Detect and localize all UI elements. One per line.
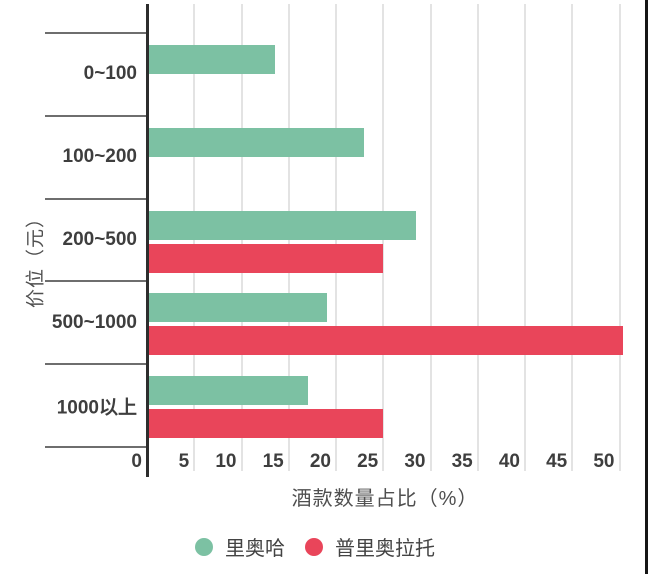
page-edge-border bbox=[645, 0, 648, 574]
gridline bbox=[571, 4, 574, 471]
rioja-bar bbox=[149, 293, 327, 322]
category-boundary-tick bbox=[45, 280, 147, 282]
legend-label: 里奥哈 bbox=[225, 538, 285, 560]
gridline bbox=[476, 4, 479, 471]
y-axis-line bbox=[146, 4, 149, 477]
x-tick-label: 5 bbox=[178, 451, 190, 472]
priorat-bar bbox=[149, 409, 383, 438]
category-boundary-tick bbox=[45, 198, 147, 200]
x-tick-label: 10 bbox=[215, 451, 237, 472]
x-tick-label: 30 bbox=[404, 451, 426, 472]
legend: 里奥哈 普里奥拉托 bbox=[0, 532, 630, 561]
category-label: 1000以上 bbox=[56, 397, 137, 419]
category-boundary-tick bbox=[45, 32, 147, 34]
category-label: 100~200 bbox=[62, 146, 138, 167]
priorat-legend-dot-icon bbox=[305, 537, 323, 556]
x-tick-label: 45 bbox=[546, 451, 568, 472]
x-tick-label: 35 bbox=[451, 451, 473, 472]
legend-item: 普里奥拉托 bbox=[305, 532, 435, 561]
x-tick-label: 20 bbox=[309, 451, 331, 472]
x-axis-title: 酒款数量占比（%） bbox=[291, 488, 479, 510]
category-boundary-tick bbox=[45, 115, 147, 117]
priorat-bar bbox=[149, 244, 383, 273]
category-boundary-tick bbox=[45, 446, 147, 448]
gridline bbox=[618, 4, 621, 471]
x-tick-label: 25 bbox=[357, 451, 379, 472]
rioja-bar bbox=[149, 376, 308, 405]
x-tick-label: 15 bbox=[262, 451, 284, 472]
gridline bbox=[429, 4, 432, 471]
legend-item: 里奥哈 bbox=[195, 532, 285, 561]
rioja-bar bbox=[149, 211, 416, 240]
y-axis-title: 价位（元） bbox=[25, 207, 47, 309]
rioja-bar bbox=[149, 128, 364, 157]
category-label: 500~1000 bbox=[51, 312, 137, 333]
x-tick-label: 0 bbox=[131, 451, 142, 472]
x-tick-label: 40 bbox=[498, 451, 520, 472]
rioja-bar bbox=[149, 45, 275, 74]
category-boundary-tick bbox=[45, 363, 147, 365]
legend-label: 普里奥拉托 bbox=[335, 538, 435, 560]
x-tick-label: 50 bbox=[593, 451, 615, 472]
category-label: 0~100 bbox=[83, 63, 137, 84]
category-label: 200~500 bbox=[62, 229, 138, 250]
priorat-bar bbox=[149, 326, 623, 355]
rioja-legend-dot-icon bbox=[195, 537, 213, 556]
gridline bbox=[524, 4, 526, 471]
